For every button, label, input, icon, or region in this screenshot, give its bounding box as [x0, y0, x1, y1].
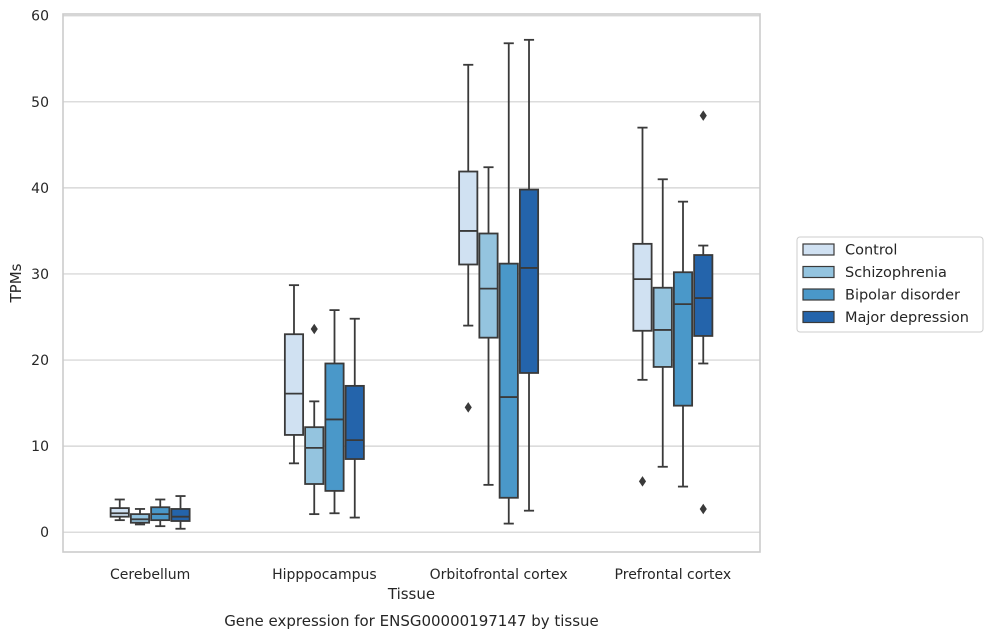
box [518, 188, 540, 374]
box [283, 333, 305, 436]
box [693, 254, 714, 337]
box-group [344, 317, 365, 519]
chart-caption: Gene expression for ENSG00000197147 by t… [224, 612, 599, 630]
plot-frame [62, 13, 761, 553]
box [498, 262, 519, 499]
box [304, 426, 325, 485]
outlier-point [699, 110, 707, 121]
outlier-point [638, 476, 647, 487]
box-group [652, 178, 673, 468]
box-group [632, 126, 653, 487]
legend-label: Major depression [845, 310, 969, 326]
outlier-point [464, 402, 472, 413]
x-tick-labels: Cerebellum Hipppocampus Orbitofrontal cort… [110, 567, 731, 583]
legend-swatch [802, 243, 835, 256]
legend-swatch [802, 265, 835, 279]
box-group [304, 323, 325, 516]
x-axis-title: Tissue [387, 585, 435, 603]
box [458, 170, 479, 266]
x-tick-label: Hipppocampus [272, 567, 377, 583]
box [632, 242, 653, 332]
box-group [324, 309, 345, 515]
legend-label: Schizophrenia [845, 265, 947, 281]
box-group [129, 508, 151, 526]
outlier-point [699, 503, 707, 515]
boxes [109, 38, 714, 530]
x-tick-label: Cerebellum [110, 567, 190, 583]
legend-label: Control [845, 243, 897, 259]
legend: Control Schizophrenia Bipolar disorder Majo… [796, 236, 984, 333]
box [478, 232, 499, 339]
box [652, 286, 673, 368]
y-tick-label: 40 [31, 181, 49, 197]
box-group [672, 200, 694, 488]
legend-swatch [802, 288, 835, 301]
box-group [150, 498, 171, 528]
box-group [498, 42, 519, 525]
outlier-point [310, 323, 318, 335]
box-group [693, 110, 714, 515]
x-tick-label: Orbitofrontal cortex [430, 567, 568, 583]
box-group [458, 63, 479, 413]
gridlines [63, 15, 760, 533]
y-tick-label: 10 [31, 439, 49, 455]
y-tick-label: 30 [31, 267, 49, 283]
box-group [283, 284, 305, 465]
y-tick-label: 0 [40, 525, 49, 541]
x-tick-label: Prefrontal cortex [615, 567, 732, 583]
box-group [170, 495, 191, 530]
y-tick-label: 50 [31, 95, 49, 111]
box [324, 362, 345, 492]
legend-label: Bipolar disorder [845, 288, 960, 304]
y-tick-labels: 0 10 20 30 40 50 60 [31, 9, 49, 541]
y-tick-label: 60 [31, 9, 49, 25]
y-tick-label: 20 [31, 353, 49, 369]
box [344, 384, 365, 460]
y-axis-title: TPMs [7, 263, 25, 303]
box-group [109, 498, 130, 522]
box-group [478, 166, 499, 486]
box-group [518, 38, 540, 512]
box [672, 271, 694, 407]
legend-frame [796, 236, 984, 333]
legend-swatch [802, 310, 835, 324]
box [170, 508, 191, 522]
